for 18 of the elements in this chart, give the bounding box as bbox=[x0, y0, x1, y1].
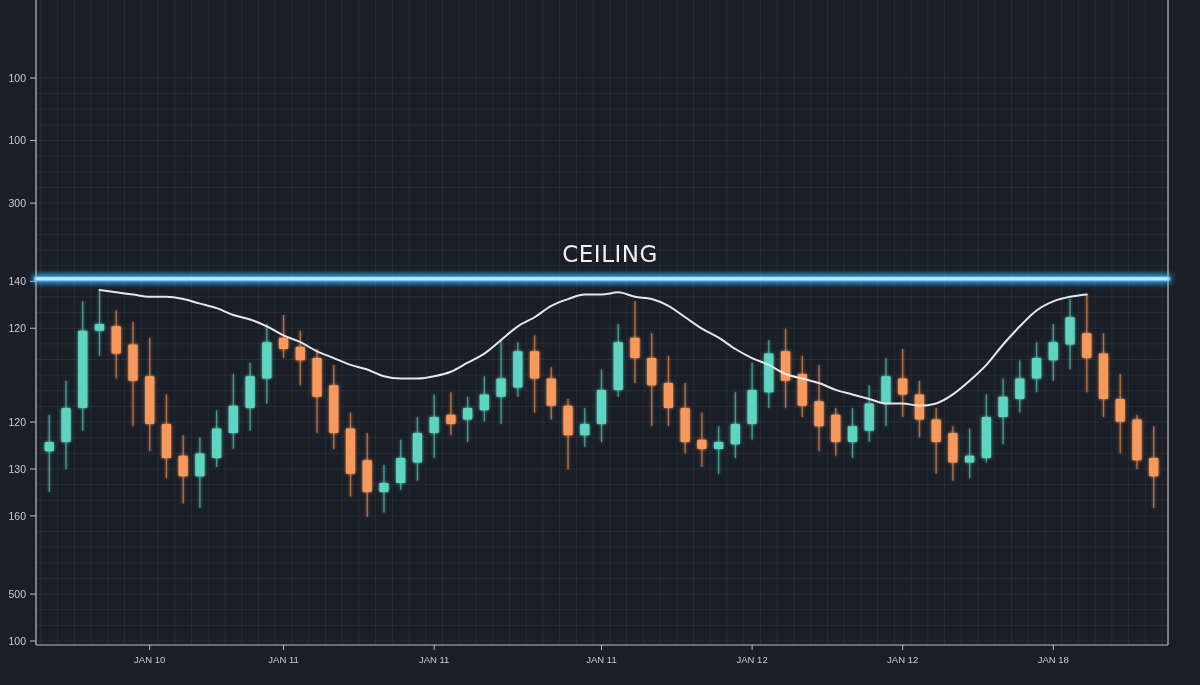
x-tick-label: JAN 12 bbox=[887, 654, 919, 665]
category-label: 130 bbox=[8, 462, 26, 475]
x-tick-label: JAN 10 bbox=[134, 654, 166, 665]
category-label: 100 bbox=[8, 634, 26, 647]
category-label: 300 bbox=[8, 196, 26, 209]
category-label: 120 bbox=[8, 321, 26, 334]
category-label: 100 bbox=[8, 134, 26, 147]
x-tick-label: JAN 11 bbox=[586, 654, 617, 665]
x-tick-label: JAN 18 bbox=[1037, 654, 1069, 665]
x-tick-label: JAN 11 bbox=[268, 654, 299, 665]
category-label: 140 bbox=[8, 274, 26, 287]
category-label: 100 bbox=[8, 71, 26, 84]
category-label: 160 bbox=[8, 509, 26, 522]
x-tick-label: JAN 11 bbox=[418, 654, 450, 665]
category-label: 500 bbox=[8, 587, 26, 600]
ref-line-label: CEILING bbox=[562, 240, 658, 267]
x-tick-label: JAN 12 bbox=[736, 654, 768, 665]
category-label: 120 bbox=[8, 415, 26, 428]
